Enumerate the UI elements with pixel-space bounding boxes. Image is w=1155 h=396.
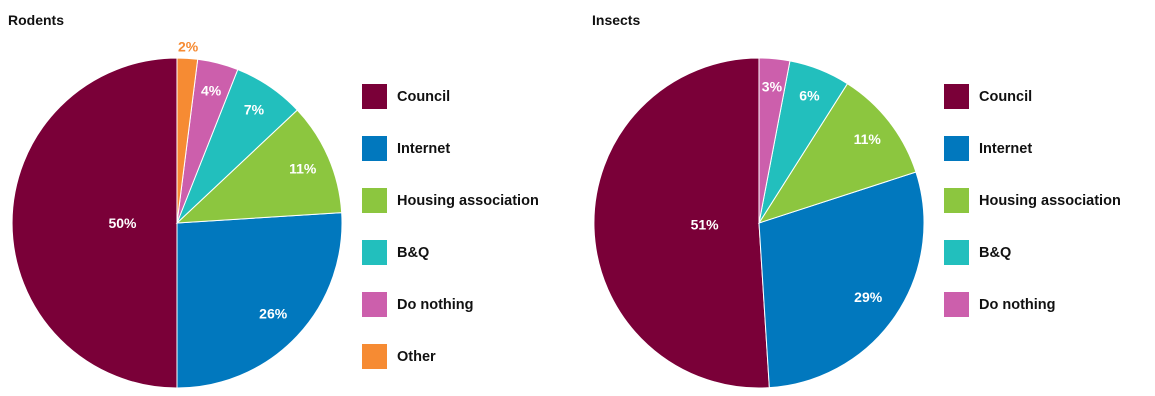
insects-legend-item-bandq: B&Q xyxy=(944,240,1121,265)
rodents-label-other: 2% xyxy=(178,38,199,54)
insects-label-bandq: 6% xyxy=(799,88,820,104)
insects-label-do-nothing: 3% xyxy=(762,79,783,95)
rodents-label-council: 50% xyxy=(108,215,137,231)
insects-legend-label-bandq: B&Q xyxy=(979,244,1012,261)
rodents-legend-label-council: Council xyxy=(397,88,451,105)
rodents-pie-chart: 50% 26% 11% 7% 4% 2% xyxy=(11,38,343,389)
insects-chart-title: Insects xyxy=(592,12,641,28)
insects-legend-label-do-nothing: Do nothing xyxy=(979,296,1056,313)
rodents-legend-item-internet: Internet xyxy=(362,136,539,161)
insects-pie-chart: 51% 29% 11% 6% 3% xyxy=(593,57,925,389)
insects-legend-label-internet: Internet xyxy=(979,140,1033,157)
rodents-label-bandq: 7% xyxy=(244,102,265,118)
insects-legend-swatch-housing-association xyxy=(944,188,969,213)
rodents-legend-item-housing-association: Housing association xyxy=(362,188,539,213)
insects-legend-item-housing-association: Housing association xyxy=(944,188,1121,213)
rodents-chart-title: Rodents xyxy=(8,12,64,28)
insects-slice-do-nothing xyxy=(758,57,791,224)
insects-legend-item-internet: Internet xyxy=(944,136,1121,161)
rodents-slice-council xyxy=(11,57,178,389)
rodents-label-do-nothing: 4% xyxy=(201,82,222,98)
insects-slice-council xyxy=(593,57,770,389)
rodents-legend-swatch-other xyxy=(362,344,387,369)
insects-label-council: 51% xyxy=(691,217,720,233)
rodents-slice-housing-association xyxy=(175,109,343,224)
rodents-legend-swatch-do-nothing xyxy=(362,292,387,317)
insects-legend-label-housing-association: Housing association xyxy=(979,192,1121,209)
insects-legend-swatch-bandq xyxy=(944,240,969,265)
rodents-slice-other xyxy=(176,57,199,224)
rodents-legend-label-housing-association: Housing association xyxy=(397,192,539,209)
rodents-legend-item-council: Council xyxy=(362,84,539,109)
rodents-legend-item-other: Other xyxy=(362,344,539,369)
insects-legend-label-council: Council xyxy=(979,88,1033,105)
rodents-legend-swatch-internet xyxy=(362,136,387,161)
insects-legend-swatch-do-nothing xyxy=(944,292,969,317)
rodents-legend-label-do-nothing: Do nothing xyxy=(397,296,474,313)
insects-legend-swatch-council xyxy=(944,84,969,109)
rodents-slice-internet xyxy=(176,212,343,389)
insects-legend-item-council: Council xyxy=(944,84,1121,109)
rodents-label-housing-association: 11% xyxy=(289,161,317,177)
insects-slice-internet xyxy=(758,171,925,389)
insects-legend-item-do-nothing: Do nothing xyxy=(944,292,1121,317)
rodents-legend-label-other: Other xyxy=(397,348,436,365)
rodents-legend-item-bandq: B&Q xyxy=(362,240,539,265)
rodents-legend-item-do-nothing: Do nothing xyxy=(362,292,539,317)
insects-legend: Council Internet Housing association B&Q Do … xyxy=(944,84,1121,344)
rodents-legend: Council Internet Housing association B&Q Do … xyxy=(362,84,539,396)
insects-label-internet: 29% xyxy=(854,289,883,305)
rodents-legend-swatch-housing-association xyxy=(362,188,387,213)
rodents-legend-label-internet: Internet xyxy=(397,140,451,157)
rodents-legend-label-bandq: B&Q xyxy=(397,244,430,261)
rodents-legend-swatch-council xyxy=(362,84,387,109)
insects-slice-housing-association xyxy=(757,82,917,224)
rodents-legend-swatch-bandq xyxy=(362,240,387,265)
insects-label-housing-association: 11% xyxy=(854,131,882,147)
rodents-label-internet: 26% xyxy=(259,305,288,321)
insects-legend-swatch-internet xyxy=(944,136,969,161)
